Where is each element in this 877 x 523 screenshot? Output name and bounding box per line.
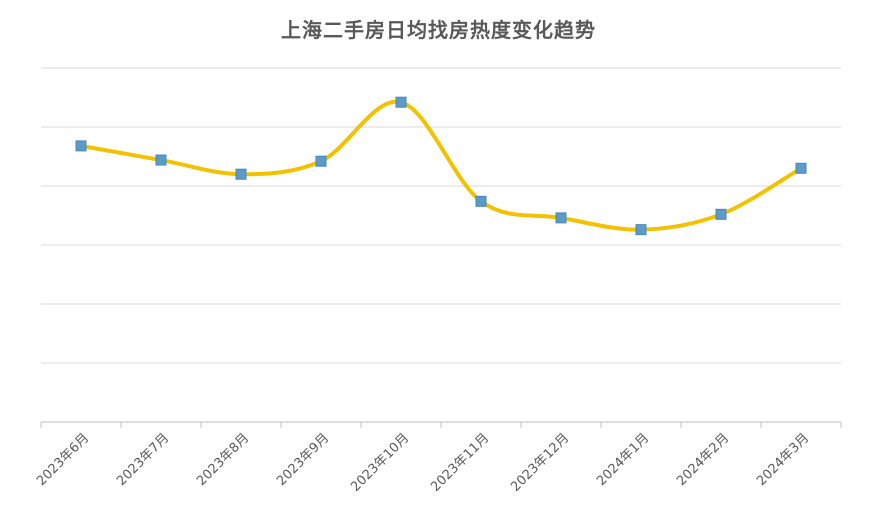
data-point-marker	[475, 195, 487, 207]
data-point-marker	[795, 162, 807, 174]
data-point-marker	[235, 168, 247, 180]
data-point-marker	[75, 140, 87, 152]
data-point-marker	[155, 154, 167, 166]
chart-title: 上海二手房日均找房热度变化趋势	[281, 18, 596, 42]
x-tick-label: 2023年12月	[508, 431, 572, 495]
x-tick-label: 2024年1月	[594, 431, 652, 489]
data-point-marker	[715, 208, 727, 220]
series-line	[79, 99, 803, 232]
x-tick-label: 2023年10月	[348, 431, 412, 495]
x-tick-label: 2023年6月	[34, 431, 92, 489]
data-point-marker	[395, 96, 407, 108]
x-tick-label: 2023年7月	[114, 431, 172, 489]
x-tick-label: 2023年11月	[428, 431, 492, 495]
x-tick-label: 2024年2月	[674, 431, 732, 489]
data-point-marker	[315, 155, 327, 167]
data-point-marker	[555, 212, 567, 224]
data-point-marker	[635, 224, 647, 236]
x-tick-label: 2023年9月	[274, 431, 332, 489]
x-tick-label: 2023年8月	[194, 431, 252, 489]
x-tick-label: 2024年3月	[754, 431, 812, 489]
